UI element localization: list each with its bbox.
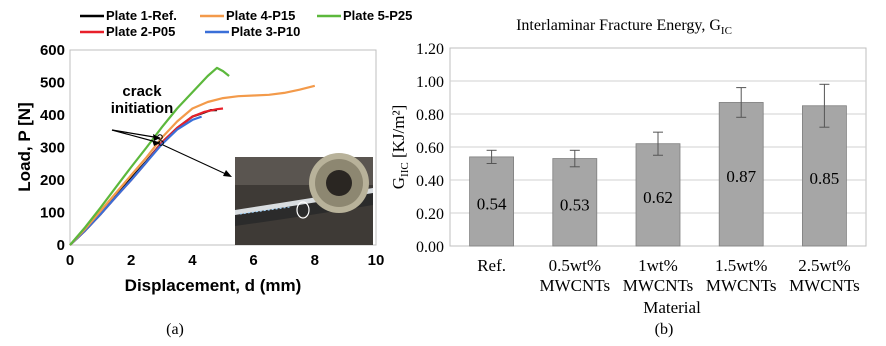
panel-b-caption: (b) (655, 321, 674, 338)
bar (469, 156, 515, 247)
legend-label: Plate 5-P25 (343, 8, 412, 23)
bars: 0.54 0.53 0.62 0.87 0.85 (469, 83, 847, 247)
bar (802, 105, 847, 247)
x-tick-label: 0 (66, 252, 74, 269)
series-line (69, 66, 230, 246)
x-tick-label: 10 (368, 252, 385, 269)
x-tick-label: 4 (188, 252, 197, 269)
x-tick-label: 6 (249, 252, 257, 269)
y-tick-label: 0.00 (416, 239, 444, 256)
y-tick-labels: 0.00 0.20 0.40 0.60 0.80 1.00 1.20 (416, 41, 444, 256)
specimen-photo (235, 153, 373, 245)
y-tick-label: 1.00 (416, 74, 444, 91)
panel-a-caption: (a) (166, 321, 184, 338)
x-tick-label: MWCNTs (789, 276, 860, 295)
y-tick-label: 500 (40, 75, 65, 92)
y-axis-label: Load, P [N] (15, 102, 34, 191)
fracture-energy-chart: Interlaminar Fracture Energy, GIC 0.000.… (389, 17, 867, 338)
series-line (69, 115, 202, 246)
legend-label: Plate 4-P15 (226, 8, 295, 23)
chart-title: Interlaminar Fracture Energy, GIC (516, 17, 732, 37)
data-label: 0.54 (477, 194, 507, 213)
x-tick-labels: 0 2 4 6 8 10 (66, 252, 385, 269)
y-tick-label: 300 (40, 140, 65, 157)
y-tick-labels: 0 100 200 300 400 500 600 (40, 42, 65, 254)
x-axis-label: Displacement, d (mm) (125, 276, 302, 295)
y-tick-label: 200 (40, 172, 65, 189)
y-tick-label: 0.80 (416, 107, 444, 124)
series-line (69, 84, 316, 246)
legend: Plate 1-Ref.Plate 2-P05 Plate 3-P10Plate … (80, 8, 412, 39)
load-displacement-chart: Plate 1-Ref.Plate 2-P05 Plate 3-P10Plate … (15, 8, 412, 338)
x-tick-label: MWCNTs (623, 276, 694, 295)
x-axis-label: Material (643, 298, 701, 317)
x-tick-labels: Ref. 0.5wt%MWCNTs1wt%MWCNTs1.5wt%MWCNTs2.… (477, 256, 859, 295)
x-tick-label: 8 (311, 252, 319, 269)
y-tick-label: 100 (40, 205, 65, 222)
data-label: 0.62 (643, 188, 673, 207)
y-axis-label: GIIC [KJ/m²] (389, 105, 411, 189)
x-tick-label: MWCNTs (706, 276, 777, 295)
x-tick-label: Ref. (477, 256, 506, 275)
crack-initiation-annotation: crack initiation (111, 83, 232, 177)
series-lines (69, 66, 316, 246)
annotation-text: crack initiation (111, 83, 174, 117)
x-tick-label: 1.5wt% (715, 256, 767, 275)
x-tick-label: MWCNTs (540, 276, 611, 295)
y-tick-label: 0.20 (416, 206, 444, 223)
y-tick-label: 0 (57, 237, 65, 254)
bar (718, 102, 764, 247)
legend-label: Plate 3-P10 (231, 24, 300, 39)
y-tick-label: 0.60 (416, 140, 444, 157)
y-tick-label: 600 (40, 42, 65, 59)
legend-label: Plate 2-P05 (106, 24, 175, 39)
data-label: 0.87 (726, 167, 756, 186)
x-tick-label: 2.5wt% (798, 256, 850, 275)
x-tick-label: 1wt% (638, 256, 678, 275)
legend-label: Plate 1-Ref. (106, 8, 177, 23)
y-tick-label: 400 (40, 107, 65, 124)
bar (635, 143, 681, 247)
data-label: 0.53 (560, 195, 590, 214)
y-tick-label: 1.20 (416, 41, 444, 58)
y-tick-label: 0.40 (416, 173, 444, 190)
x-tick-label: 0.5wt% (549, 256, 601, 275)
data-label: 0.85 (810, 169, 840, 188)
x-tick-label: 2 (127, 252, 135, 269)
